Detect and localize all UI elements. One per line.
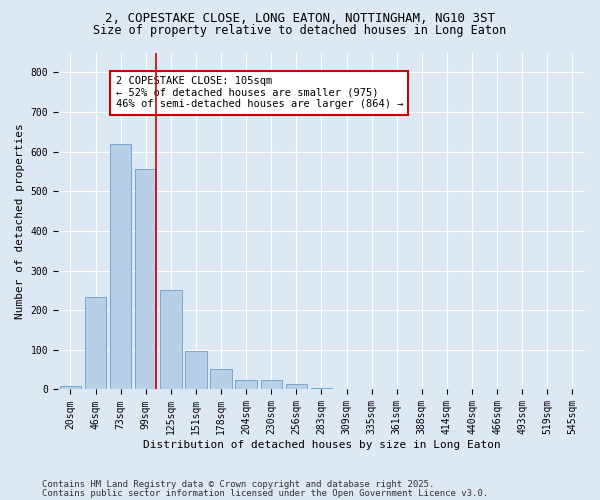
Text: Size of property relative to detached houses in Long Eaton: Size of property relative to detached ho…: [94, 24, 506, 37]
Bar: [211, 369, 232, 390]
Text: Contains HM Land Registry data © Crown copyright and database right 2025.: Contains HM Land Registry data © Crown c…: [42, 480, 434, 489]
Bar: [311, 388, 332, 390]
Bar: [336, 388, 357, 390]
Bar: [85, 298, 106, 390]
Bar: [260, 380, 282, 390]
Text: 2, COPESTAKE CLOSE, LONG EATON, NOTTINGHAM, NG10 3ST: 2, COPESTAKE CLOSE, LONG EATON, NOTTINGH…: [105, 12, 495, 26]
Text: 2 COPESTAKE CLOSE: 105sqm
← 52% of detached houses are smaller (975)
46% of semi: 2 COPESTAKE CLOSE: 105sqm ← 52% of detac…: [116, 76, 403, 110]
Bar: [110, 144, 131, 390]
Bar: [160, 290, 182, 390]
Bar: [235, 380, 257, 390]
Text: Contains public sector information licensed under the Open Government Licence v3: Contains public sector information licen…: [42, 489, 488, 498]
Bar: [135, 170, 157, 390]
X-axis label: Distribution of detached houses by size in Long Eaton: Distribution of detached houses by size …: [143, 440, 500, 450]
Y-axis label: Number of detached properties: Number of detached properties: [15, 123, 25, 319]
Bar: [185, 352, 206, 390]
Bar: [286, 384, 307, 390]
Bar: [60, 386, 81, 390]
